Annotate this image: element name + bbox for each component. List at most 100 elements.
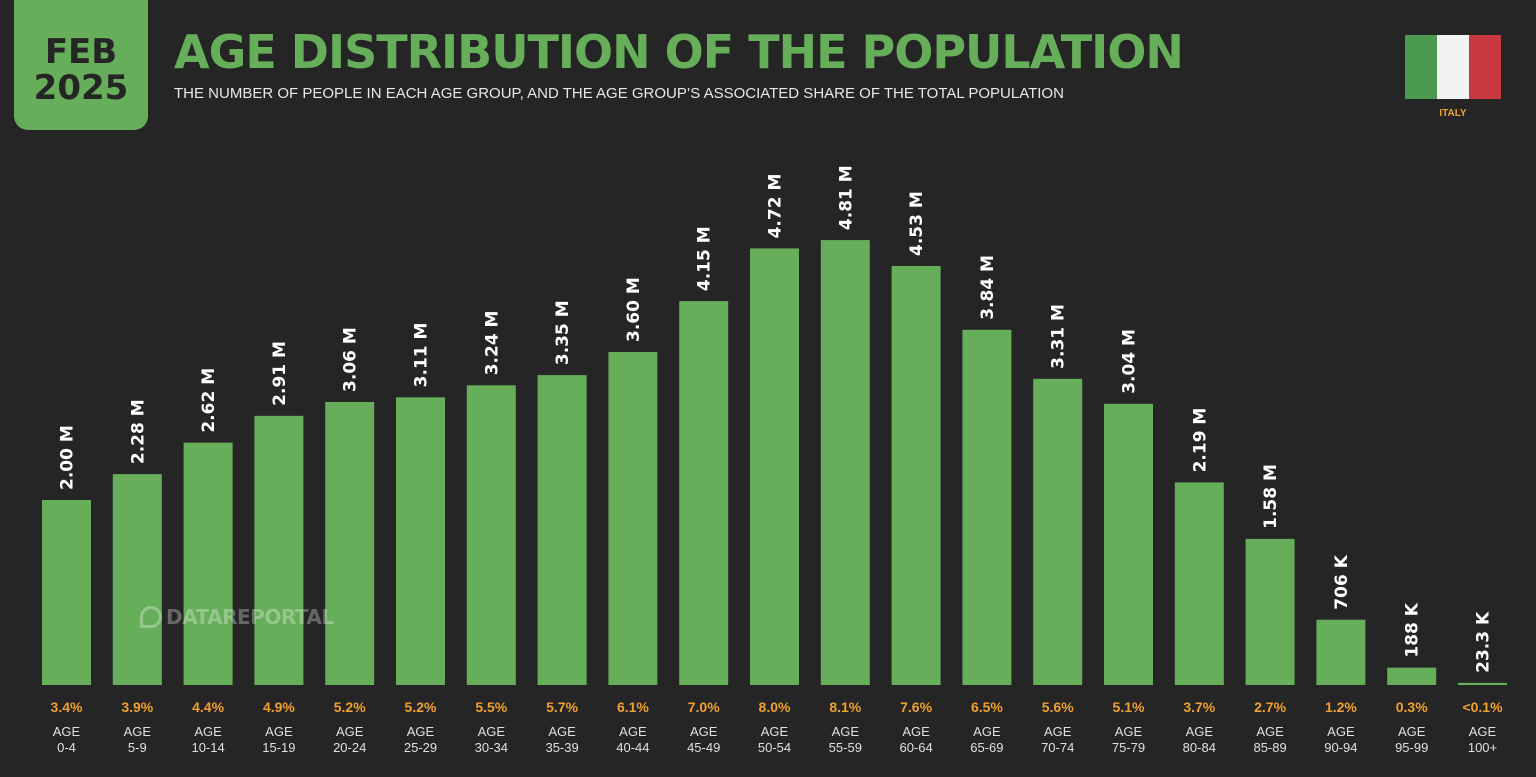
share-label: 7.6%: [900, 699, 932, 715]
age-label-range: 5-9: [128, 740, 147, 755]
age-label-prefix: AGE: [265, 724, 293, 739]
age-label-range: 90-94: [1324, 740, 1357, 755]
age-label-range: 75-79: [1112, 740, 1145, 755]
bar-age-60-64: [891, 265, 941, 685]
value-label: 3.11 M: [412, 323, 432, 388]
bar-age-90-94: [1316, 619, 1366, 685]
value-label: 706 K: [1332, 554, 1352, 609]
value-label: 3.35 M: [553, 300, 573, 365]
share-label: 1.2%: [1325, 699, 1357, 715]
value-label: 1.58 M: [1261, 464, 1281, 529]
age-label-prefix: AGE: [548, 724, 576, 739]
watermark-text: DATAREPORTAL: [166, 605, 334, 629]
value-label: 23.3 K: [1474, 611, 1494, 673]
flag-stripe-white: [1437, 35, 1469, 99]
bar-age-85-89: [1245, 538, 1295, 685]
share-label: 5.1%: [1113, 699, 1145, 715]
share-label: 7.0%: [688, 699, 720, 715]
bar-age-35-39: [537, 375, 587, 685]
value-label: 3.04 M: [1120, 329, 1140, 394]
age-label-prefix: AGE: [1469, 724, 1497, 739]
bar-age-15-19: [254, 415, 304, 685]
value-label: 4.15 M: [695, 226, 715, 291]
bar-age-75-79: [1104, 403, 1153, 685]
bar-age-55-59: [820, 240, 870, 685]
bar-age-0-4: [42, 500, 91, 685]
age-label-prefix: AGE: [1044, 724, 1072, 739]
value-label: 3.60 M: [624, 277, 644, 342]
flag-stripe-green: [1405, 35, 1437, 99]
age-label-prefix: AGE: [832, 724, 860, 739]
age-label-prefix: AGE: [1327, 724, 1355, 739]
age-label-range: 25-29: [404, 740, 437, 755]
bar-age-40-44: [608, 352, 658, 685]
value-label: 2.00 M: [58, 425, 78, 490]
age-label-prefix: AGE: [619, 724, 647, 739]
value-label: 3.84 M: [978, 255, 998, 320]
age-label-prefix: AGE: [478, 724, 506, 739]
age-label-prefix: AGE: [902, 724, 930, 739]
share-label: 4.4%: [192, 699, 224, 715]
age-label-prefix: AGE: [761, 724, 789, 739]
age-label-prefix: AGE: [1256, 724, 1284, 739]
share-label: 2.7%: [1254, 699, 1286, 715]
date-badge: FEB 2025: [14, 0, 148, 130]
value-label: 188 K: [1403, 602, 1423, 657]
age-label-range: 50-54: [758, 740, 791, 755]
age-label-range: 100+: [1468, 740, 1497, 755]
value-label: 2.28 M: [128, 399, 148, 464]
bar-age-30-34: [466, 385, 516, 685]
age-label-range: 10-14: [191, 740, 224, 755]
age-label-prefix: AGE: [973, 724, 1001, 739]
value-label: 4.53 M: [907, 191, 927, 256]
age-label-prefix: AGE: [194, 724, 222, 739]
value-label: 3.06 M: [341, 327, 361, 392]
age-label-prefix: AGE: [690, 724, 718, 739]
bar-age-45-49: [679, 301, 729, 685]
bar-age-95-99: [1387, 667, 1437, 685]
value-label: 4.72 M: [766, 174, 786, 239]
share-label: 6.1%: [617, 699, 649, 715]
share-label: 3.7%: [1183, 699, 1215, 715]
age-label-prefix: AGE: [1186, 724, 1214, 739]
age-label-range: 85-89: [1253, 740, 1286, 755]
page-subtitle: THE NUMBER OF PEOPLE IN EACH AGE GROUP, …: [174, 85, 1064, 102]
watermark: DATAREPORTAL: [140, 605, 334, 629]
age-label-range: 95-99: [1395, 740, 1428, 755]
share-label: 0.3%: [1396, 699, 1428, 715]
share-label: 3.9%: [121, 699, 153, 715]
age-label-prefix: AGE: [407, 724, 435, 739]
share-label: 5.7%: [546, 699, 578, 715]
share-label: 5.5%: [475, 699, 507, 715]
age-label-prefix: AGE: [53, 724, 81, 739]
age-label-prefix: AGE: [124, 724, 152, 739]
date-year: 2025: [33, 68, 129, 108]
share-label: 3.4%: [51, 699, 83, 715]
value-label: 2.19 M: [1190, 408, 1210, 473]
page-title: AGE DISTRIBUTION OF THE POPULATION: [174, 25, 1184, 79]
age-label-range: 30-34: [475, 740, 508, 755]
age-label-prefix: AGE: [336, 724, 364, 739]
age-label-range: 20-24: [333, 740, 366, 755]
share-label: 8.0%: [759, 699, 791, 715]
value-label: 2.91 M: [270, 341, 290, 406]
age-label-range: 65-69: [970, 740, 1003, 755]
age-label-range: 55-59: [829, 740, 862, 755]
date-month: FEB: [44, 32, 118, 72]
share-label: 8.1%: [829, 699, 861, 715]
age-label-range: 80-84: [1183, 740, 1216, 755]
age-label-range: 60-64: [899, 740, 932, 755]
bar-age-20-24: [325, 401, 375, 685]
bar-age-50-54: [750, 248, 799, 685]
bar-age-5-9: [112, 474, 162, 685]
italy-flag-icon: [1405, 35, 1501, 99]
age-label-range: 15-19: [262, 740, 295, 755]
bar-age-100+: [1458, 682, 1507, 685]
bar-age-70-74: [1033, 378, 1083, 685]
age-label-range: 0-4: [57, 740, 76, 755]
bar-age-25-29: [396, 397, 445, 685]
age-label-prefix: AGE: [1115, 724, 1143, 739]
value-label: 3.24 M: [482, 311, 502, 376]
age-label-range: 70-74: [1041, 740, 1074, 755]
share-label: 5.2%: [334, 699, 366, 715]
